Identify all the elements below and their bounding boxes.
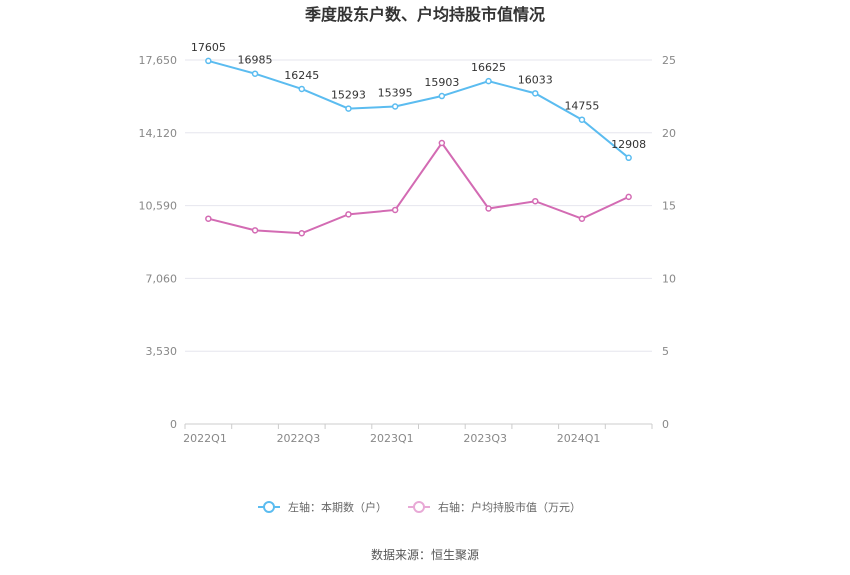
grid-lines [185, 59, 652, 352]
data-label: 15903 [424, 76, 459, 89]
right-tick-label: 10 [662, 272, 676, 285]
x-tick-label: 2024Q1 [557, 432, 601, 445]
right-tick-label: 15 [662, 200, 676, 213]
left-tick-label: 3,530 [146, 345, 178, 358]
left-tick-label: 14,120 [139, 127, 178, 140]
right-tick-label: 0 [662, 418, 669, 431]
legend-label-left: 左轴：本期数（户） [288, 500, 387, 514]
left-tick-label: 0 [170, 418, 177, 431]
legend[interactable]: 左轴：本期数（户） 右轴：户均持股市值（万元） [258, 500, 581, 514]
data-label: 15293 [331, 89, 366, 102]
series-2-point[interactable] [532, 197, 539, 205]
series-2-point[interactable] [578, 215, 586, 222]
left-tick-label: 7,060 [146, 272, 178, 285]
data-label: 16985 [238, 54, 273, 67]
series-2-point[interactable] [298, 230, 305, 237]
data-label: 17605 [191, 41, 226, 54]
series-1-point[interactable] [578, 116, 586, 123]
series-line-2 [208, 141, 630, 235]
data-label: 15395 [378, 87, 413, 100]
axes: 0 3,530 7,060 10,590 14,120 17,650 0 5 10 15 20 25 2… [139, 54, 677, 445]
series-2-point[interactable] [345, 211, 352, 218]
x-tick-label: 2022Q1 [183, 432, 227, 445]
data-label: 12908 [611, 138, 646, 151]
series-1-point[interactable] [391, 103, 399, 110]
series-1-point[interactable] [345, 105, 352, 112]
series-1-point[interactable] [532, 90, 539, 97]
series-1-point[interactable] [298, 85, 305, 93]
legend-item-left-series[interactable]: 左轴：本期数（户） [258, 500, 387, 514]
right-tick-label: 5 [662, 345, 669, 358]
series-line-1 [208, 59, 630, 159]
data-label: 16033 [518, 73, 553, 86]
legend-item-right-series[interactable]: 右轴：户均持股市值（万元） [408, 500, 581, 514]
data-source-note: 数据来源：恒生聚源 [371, 547, 479, 562]
series-2-point[interactable] [391, 206, 399, 214]
series-2-point[interactable] [205, 215, 212, 222]
right-tick-label: 25 [662, 54, 676, 67]
legend-marker-right [413, 501, 425, 513]
data-label: 14755 [564, 100, 599, 113]
data-label: 16245 [284, 69, 319, 82]
series-2-point[interactable] [438, 139, 446, 147]
legend-marker-left [263, 501, 275, 513]
data-label: 16625 [471, 61, 506, 74]
legend-label-right: 右轴：户均持股市值（万元） [438, 500, 581, 514]
series-2-point[interactable] [251, 227, 259, 234]
chart-title: 季度股东户数、户均持股市值情况 [304, 5, 545, 24]
series-1-point[interactable] [485, 77, 492, 85]
series-2-point[interactable] [485, 205, 492, 212]
series-1-point[interactable] [205, 57, 212, 65]
left-tick-label: 10,590 [139, 200, 178, 213]
x-tick-label: 2023Q3 [463, 432, 507, 445]
x-tick-label: 2022Q3 [277, 432, 321, 445]
x-tick-label: 2023Q1 [370, 432, 414, 445]
series-group: 17605 16985 16245 15293 15395 15903 16625 16033… [191, 41, 646, 237]
series-1-point[interactable] [251, 70, 259, 77]
series-2-point[interactable] [625, 193, 632, 201]
series-1-point[interactable] [438, 92, 446, 100]
series-1-point[interactable] [625, 154, 632, 162]
right-tick-label: 20 [662, 127, 676, 140]
left-tick-label: 17,650 [139, 54, 178, 67]
